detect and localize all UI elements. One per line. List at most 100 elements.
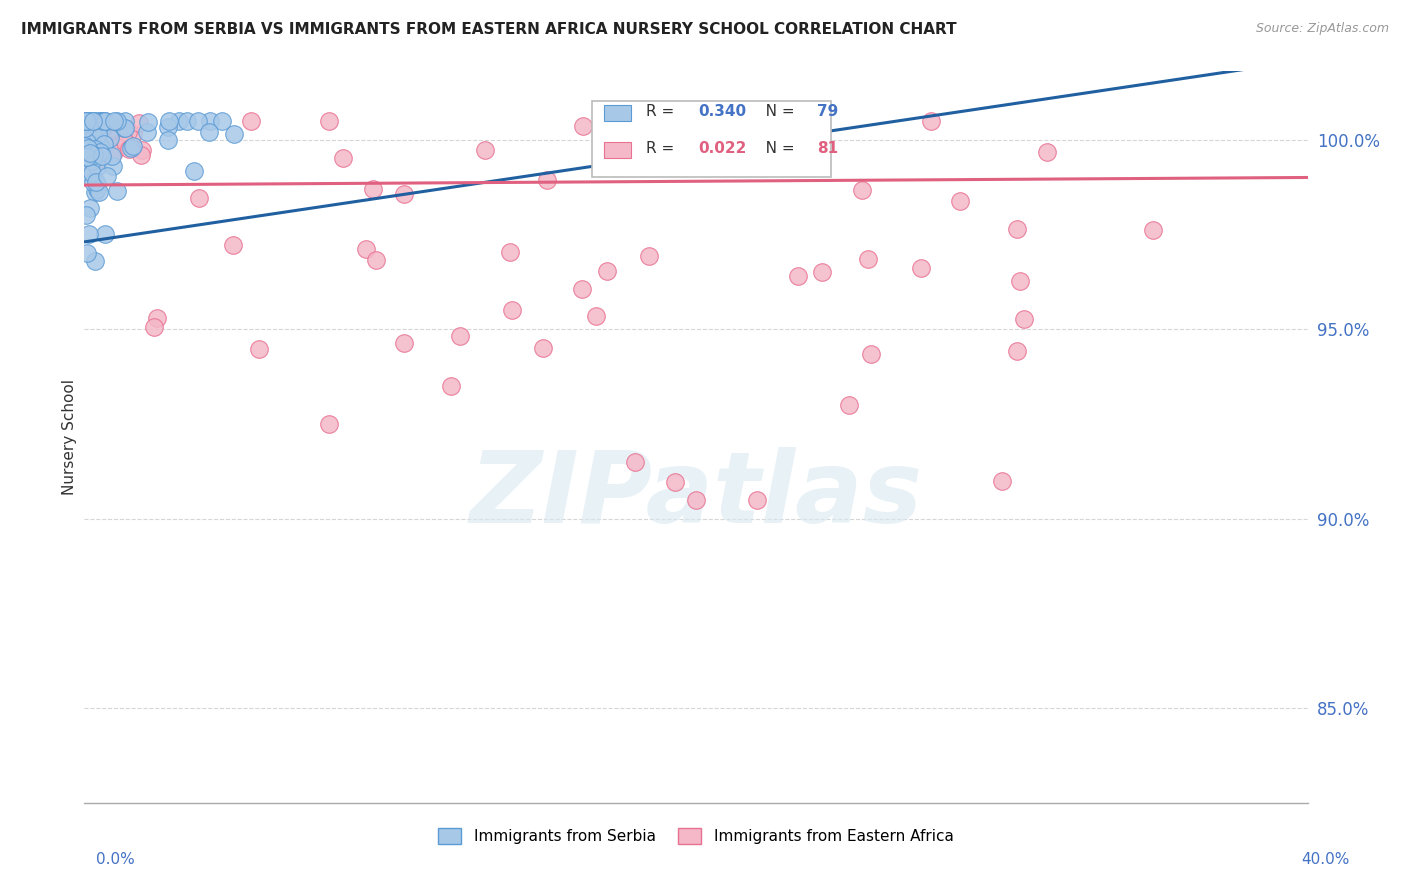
Point (239, 113, 262, 128)
Point (101, 149, 124, 163)
Point (77, 227, 100, 242)
Point (82, 145, 104, 159)
Point (77, 132, 100, 146)
Point (75, 160, 97, 174)
Text: R =: R = (645, 141, 679, 156)
Point (77, 147, 100, 161)
Point (392, 336, 415, 351)
Point (1035, 145, 1057, 160)
Text: R =: R = (645, 103, 679, 119)
Legend: Immigrants from Serbia, Immigrants from Eastern Africa: Immigrants from Serbia, Immigrants from … (432, 822, 960, 850)
Point (77, 141, 100, 155)
Point (84, 138, 107, 153)
Point (637, 249, 659, 263)
Point (90, 145, 112, 159)
Point (128, 116, 150, 130)
Point (101, 159, 124, 173)
Point (86, 182, 108, 196)
Point (86, 161, 108, 175)
Point (82, 113, 104, 128)
Point (392, 187, 415, 202)
Point (536, 173, 558, 187)
Point (79, 135, 101, 149)
Point (440, 379, 463, 393)
Point (167, 113, 190, 128)
Point (94, 227, 117, 241)
Point (920, 113, 942, 128)
Point (76, 150, 98, 164)
Point (84, 142, 107, 156)
Y-axis label: Nursery School: Nursery School (62, 379, 77, 495)
Point (83, 117, 105, 131)
Point (93, 113, 115, 128)
Point (499, 245, 522, 260)
Point (1012, 312, 1035, 326)
Point (75, 113, 97, 128)
Point (318, 113, 340, 128)
Point (75, 153, 97, 168)
Point (114, 135, 136, 149)
Point (136, 125, 159, 139)
Bar (605, 105, 631, 121)
Point (73, 148, 96, 162)
Point (79, 144, 101, 158)
Bar (592, 101, 831, 178)
Point (80, 150, 103, 164)
Point (73, 113, 96, 128)
Point (859, 347, 882, 361)
Point (83, 253, 105, 268)
Point (664, 475, 686, 489)
Point (211, 113, 233, 128)
Point (91, 120, 114, 135)
Point (87, 139, 110, 153)
Point (90, 121, 112, 136)
Point (84, 175, 107, 189)
Point (222, 238, 245, 252)
Point (90, 113, 112, 128)
Point (98, 121, 121, 136)
Point (96, 169, 118, 184)
Point (76, 147, 98, 161)
Point (1007, 343, 1029, 358)
Point (685, 492, 707, 507)
Point (502, 303, 524, 318)
Text: IMMIGRANTS FROM SERBIA VS IMMIGRANTS FROM EASTERN AFRICA NURSERY SCHOOL CORRELAT: IMMIGRANTS FROM SERBIA VS IMMIGRANTS FRO… (21, 22, 956, 37)
Point (98, 145, 121, 159)
Point (183, 164, 205, 178)
Point (82, 113, 104, 128)
Point (80, 166, 103, 180)
Point (1008, 274, 1031, 288)
Point (156, 133, 179, 147)
Point (120, 141, 142, 155)
Point (531, 341, 554, 355)
Point (98, 130, 121, 145)
Point (89, 186, 111, 200)
Point (83, 186, 105, 200)
Point (75, 208, 97, 222)
Point (105, 113, 128, 128)
Point (122, 138, 145, 153)
Point (1142, 223, 1164, 237)
Point (79, 201, 101, 215)
Point (112, 120, 135, 135)
Point (595, 264, 617, 278)
Point (624, 455, 647, 469)
Text: 40.0%: 40.0% (1302, 852, 1350, 867)
Point (991, 474, 1014, 488)
Point (82, 113, 104, 128)
Point (131, 143, 153, 157)
Point (1005, 221, 1028, 235)
Point (89, 113, 111, 128)
Point (363, 181, 385, 195)
Point (354, 242, 377, 256)
Point (247, 342, 270, 356)
Point (118, 137, 141, 152)
Point (450, 328, 472, 343)
Bar (605, 142, 631, 158)
Point (198, 113, 221, 128)
Point (786, 268, 808, 283)
Point (93, 137, 115, 152)
Point (585, 310, 607, 324)
Text: N =: N = (751, 141, 800, 156)
Point (107, 140, 129, 154)
